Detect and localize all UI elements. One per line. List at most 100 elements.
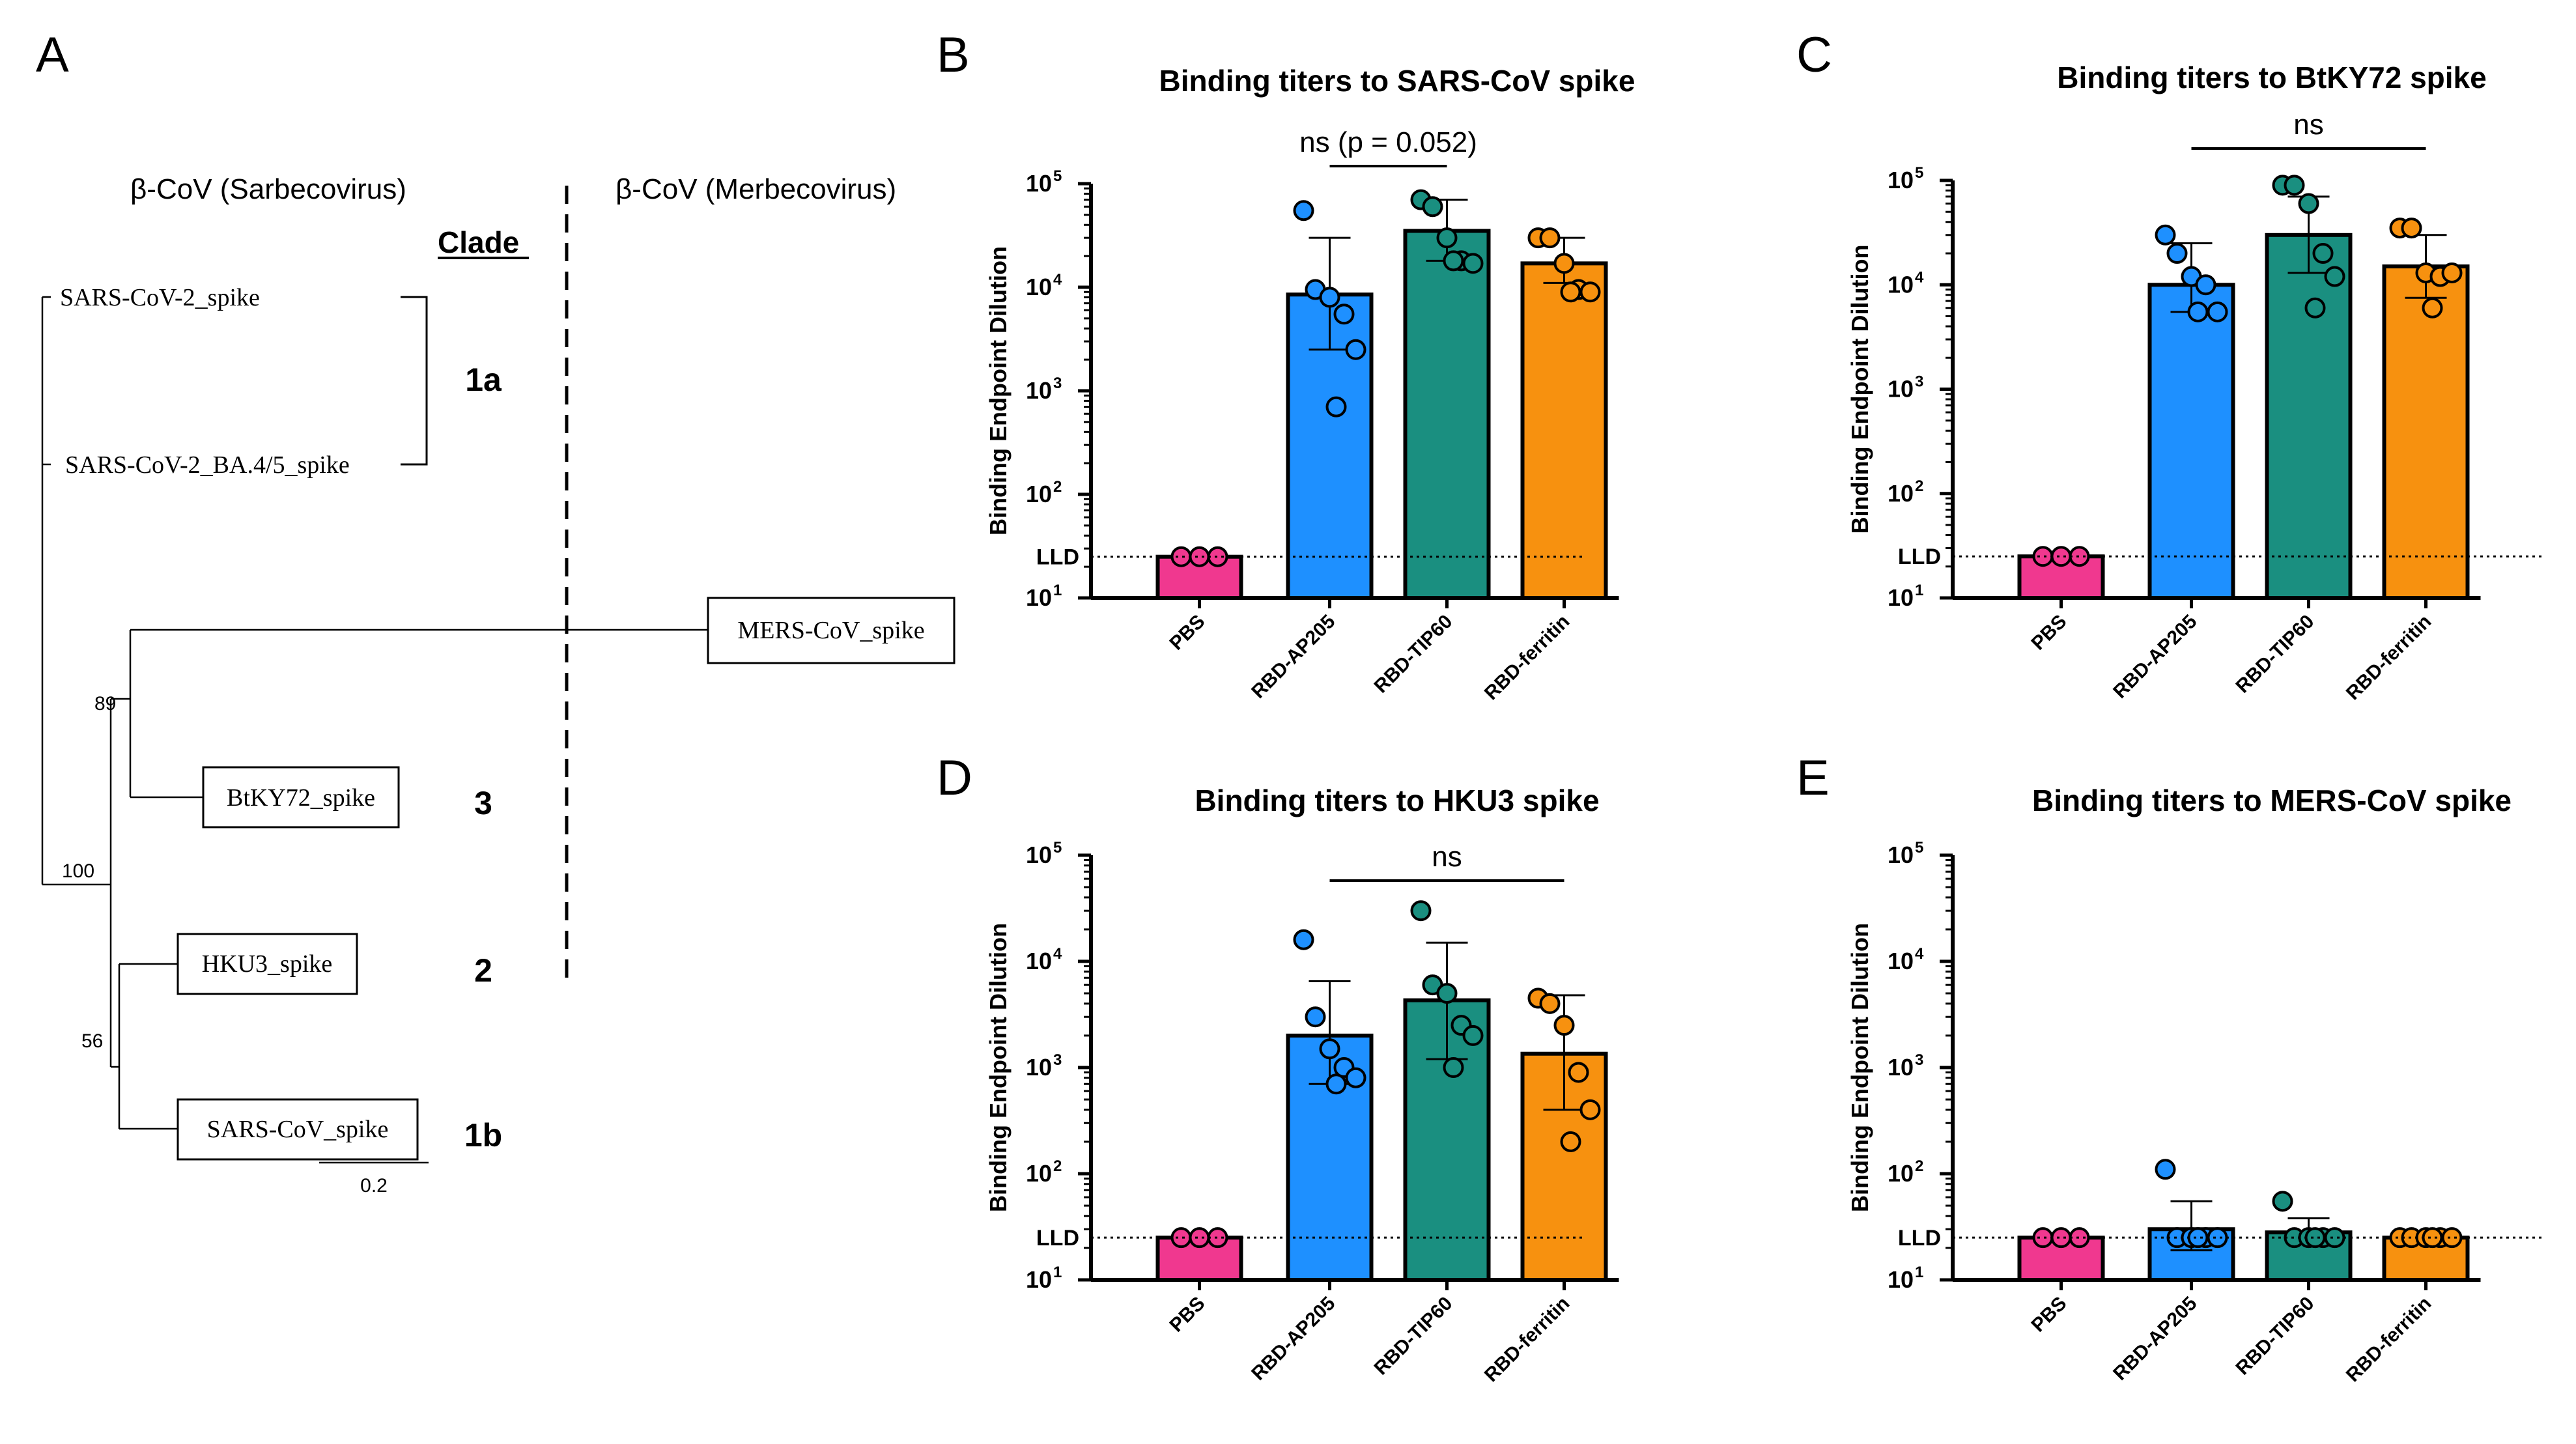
y-tick-label: 10 xyxy=(1026,842,1052,868)
data-point-pbs xyxy=(1207,546,1228,567)
clade-label-3: 3 xyxy=(474,785,492,821)
significance-label: ns (p = 0.052) xyxy=(1299,126,1477,158)
data-point-rbd-ferritin xyxy=(1560,1131,1581,1152)
data-point-rbd-tip60 xyxy=(2272,1191,2293,1212)
y-tick-exponent: 3 xyxy=(1053,375,1062,392)
taxon-sars-cov-2-ba45: SARS-CoV-2_BA.4/5_spike xyxy=(65,451,350,479)
y-tick-exponent: 3 xyxy=(1915,1051,1923,1069)
data-point-rbd-ap205 xyxy=(1293,929,1314,950)
data-point-rbd-ap205 xyxy=(1319,1038,1340,1060)
data-point-rbd-tip60 xyxy=(1436,227,1458,249)
y-tick-exponent: 3 xyxy=(1915,373,1923,391)
data-point-rbd-ap205 xyxy=(2207,301,2228,322)
chart-panel-c: Binding titers to BtKY72 spike Binding En… xyxy=(1847,61,2543,704)
bar-rbd-tip60 xyxy=(1403,229,1491,601)
y-tick-exponent: 2 xyxy=(1915,1157,1923,1175)
bar-rbd-ap205 xyxy=(2147,283,2235,600)
y-tick-label: 10 xyxy=(1888,376,1914,403)
y-axis-label: Binding Endpoint Dilution xyxy=(1847,923,1873,1212)
data-point-rbd-tip60 xyxy=(2284,175,2305,196)
y-tick-label: 10 xyxy=(1888,1054,1914,1081)
y-tick-label: 10 xyxy=(1026,948,1052,974)
panel-letter-e: E xyxy=(1796,750,1830,806)
y-tick-exponent: 1 xyxy=(1053,582,1062,599)
data-point-pbs xyxy=(1170,546,1192,567)
data-point-rbd-tip60 xyxy=(2304,297,2326,319)
taxon-box-sars-cov xyxy=(177,1098,419,1161)
lld-label: LLD xyxy=(1036,1226,1079,1251)
support-100: 100 xyxy=(62,860,94,882)
clade-bracket-1a xyxy=(401,296,428,466)
data-point-rbd-tip60 xyxy=(2298,193,2319,214)
chart-title: Binding titers to MERS-CoV spike xyxy=(2032,784,2512,817)
y-tick-exponent: 2 xyxy=(1053,1157,1062,1175)
y-tick-exponent: 1 xyxy=(1915,1264,1923,1281)
data-point-rbd-ap205 xyxy=(1345,339,1366,360)
y-tick-label: 10 xyxy=(1026,584,1052,611)
y-axis-label: Binding Endpoint Dilution xyxy=(985,923,1012,1212)
data-point-rbd-tip60 xyxy=(2312,243,2334,264)
data-point-rbd-ap205 xyxy=(1305,1006,1326,1028)
y-tick-label: 10 xyxy=(1026,1266,1052,1293)
data-point-pbs xyxy=(2032,1227,2054,1249)
data-point-pbs xyxy=(2050,1227,2072,1249)
clade-header: Clade xyxy=(438,225,519,259)
x-tick-label-rbd-ap205: RBD-AP205 xyxy=(1247,611,1339,703)
data-point-pbs xyxy=(2032,546,2054,567)
x-tick-label-pbs: PBS xyxy=(2027,1293,2071,1337)
data-point-pbs xyxy=(2050,546,2072,567)
panel-letter-a: A xyxy=(36,27,69,83)
clade-label-2: 2 xyxy=(474,952,492,989)
data-point-rbd-tip60 xyxy=(1436,983,1458,1004)
data-point-rbd-ferritin xyxy=(1539,993,1561,1014)
data-point-rbd-ap205 xyxy=(2187,301,2209,322)
data-point-pbs xyxy=(2069,546,2090,567)
x-tick-label-rbd-ferritin: RBD-ferritin xyxy=(1480,611,1574,705)
bar-rbd-ferritin xyxy=(1520,261,1608,600)
data-point-rbd-ferritin xyxy=(1560,281,1581,303)
y-tick-label: 10 xyxy=(1888,1160,1914,1187)
x-tick-label-rbd-ap205: RBD-AP205 xyxy=(2109,611,2201,703)
data-point-rbd-ap205 xyxy=(2155,1159,2176,1180)
data-point-rbd-ap205 xyxy=(2155,224,2176,246)
data-point-rbd-ap205 xyxy=(1333,304,1355,325)
taxon-box-mers xyxy=(707,597,955,664)
chart-panel-d: Binding titers to HKU3 spike Binding Endp… xyxy=(985,784,1619,1386)
data-point-rbd-tip60 xyxy=(1422,196,1443,218)
data-point-rbd-ferritin xyxy=(2401,218,2422,239)
data-point-rbd-ferritin xyxy=(1568,1062,1589,1083)
taxon-hku3: HKU3_spike xyxy=(202,950,333,978)
y-tick-label: 10 xyxy=(1888,271,1914,298)
y-tick-label: 10 xyxy=(1888,584,1914,611)
y-tick-label: 10 xyxy=(1026,170,1052,197)
x-tick-label-rbd-tip60: RBD-TIP60 xyxy=(2231,1293,2318,1380)
y-tick-exponent: 4 xyxy=(1053,271,1062,289)
y-tick-label: 10 xyxy=(1888,948,1914,974)
lld-label: LLD xyxy=(1898,1226,1941,1251)
data-point-rbd-tip60 xyxy=(2304,1227,2326,1249)
y-tick-exponent: 2 xyxy=(1053,478,1062,496)
x-tick-label-rbd-ferritin: RBD-ferritin xyxy=(2342,1293,2436,1387)
y-tick-exponent: 1 xyxy=(1053,1264,1062,1281)
clade-label-1a: 1a xyxy=(465,361,502,398)
chart-title: Binding titers to BtKY72 spike xyxy=(2057,61,2486,94)
y-tick-label: 10 xyxy=(1026,1054,1052,1081)
data-point-rbd-tip60 xyxy=(1410,900,1432,922)
data-point-rbd-ferritin xyxy=(2441,262,2463,283)
data-point-rbd-ferritin xyxy=(1579,1099,1601,1120)
data-point-pbs xyxy=(1189,1227,1210,1249)
chart-title: Binding titers to HKU3 spike xyxy=(1195,784,1599,817)
chart-panel-b: Binding titers to SARS-CoV spike Binding … xyxy=(985,64,1635,704)
y-tick-exponent: 5 xyxy=(1915,164,1923,182)
tree-header-sarbecovirus: β-CoV (Sarbecovirus) xyxy=(130,173,406,205)
bar-rbd-ferritin xyxy=(1520,1051,1608,1282)
x-tick-label-pbs: PBS xyxy=(2027,611,2071,655)
y-tick-exponent: 5 xyxy=(1053,839,1062,856)
data-point-rbd-ap205 xyxy=(1345,1067,1366,1088)
data-point-rbd-ferritin xyxy=(2422,1227,2443,1249)
data-point-rbd-ferritin xyxy=(1539,227,1561,249)
data-point-rbd-tip60 xyxy=(2324,266,2345,287)
x-tick-label-rbd-ferritin: RBD-ferritin xyxy=(1480,1293,1574,1387)
y-axis-label: Binding Endpoint Dilution xyxy=(1847,245,1873,534)
y-tick-label: 10 xyxy=(1888,842,1914,868)
